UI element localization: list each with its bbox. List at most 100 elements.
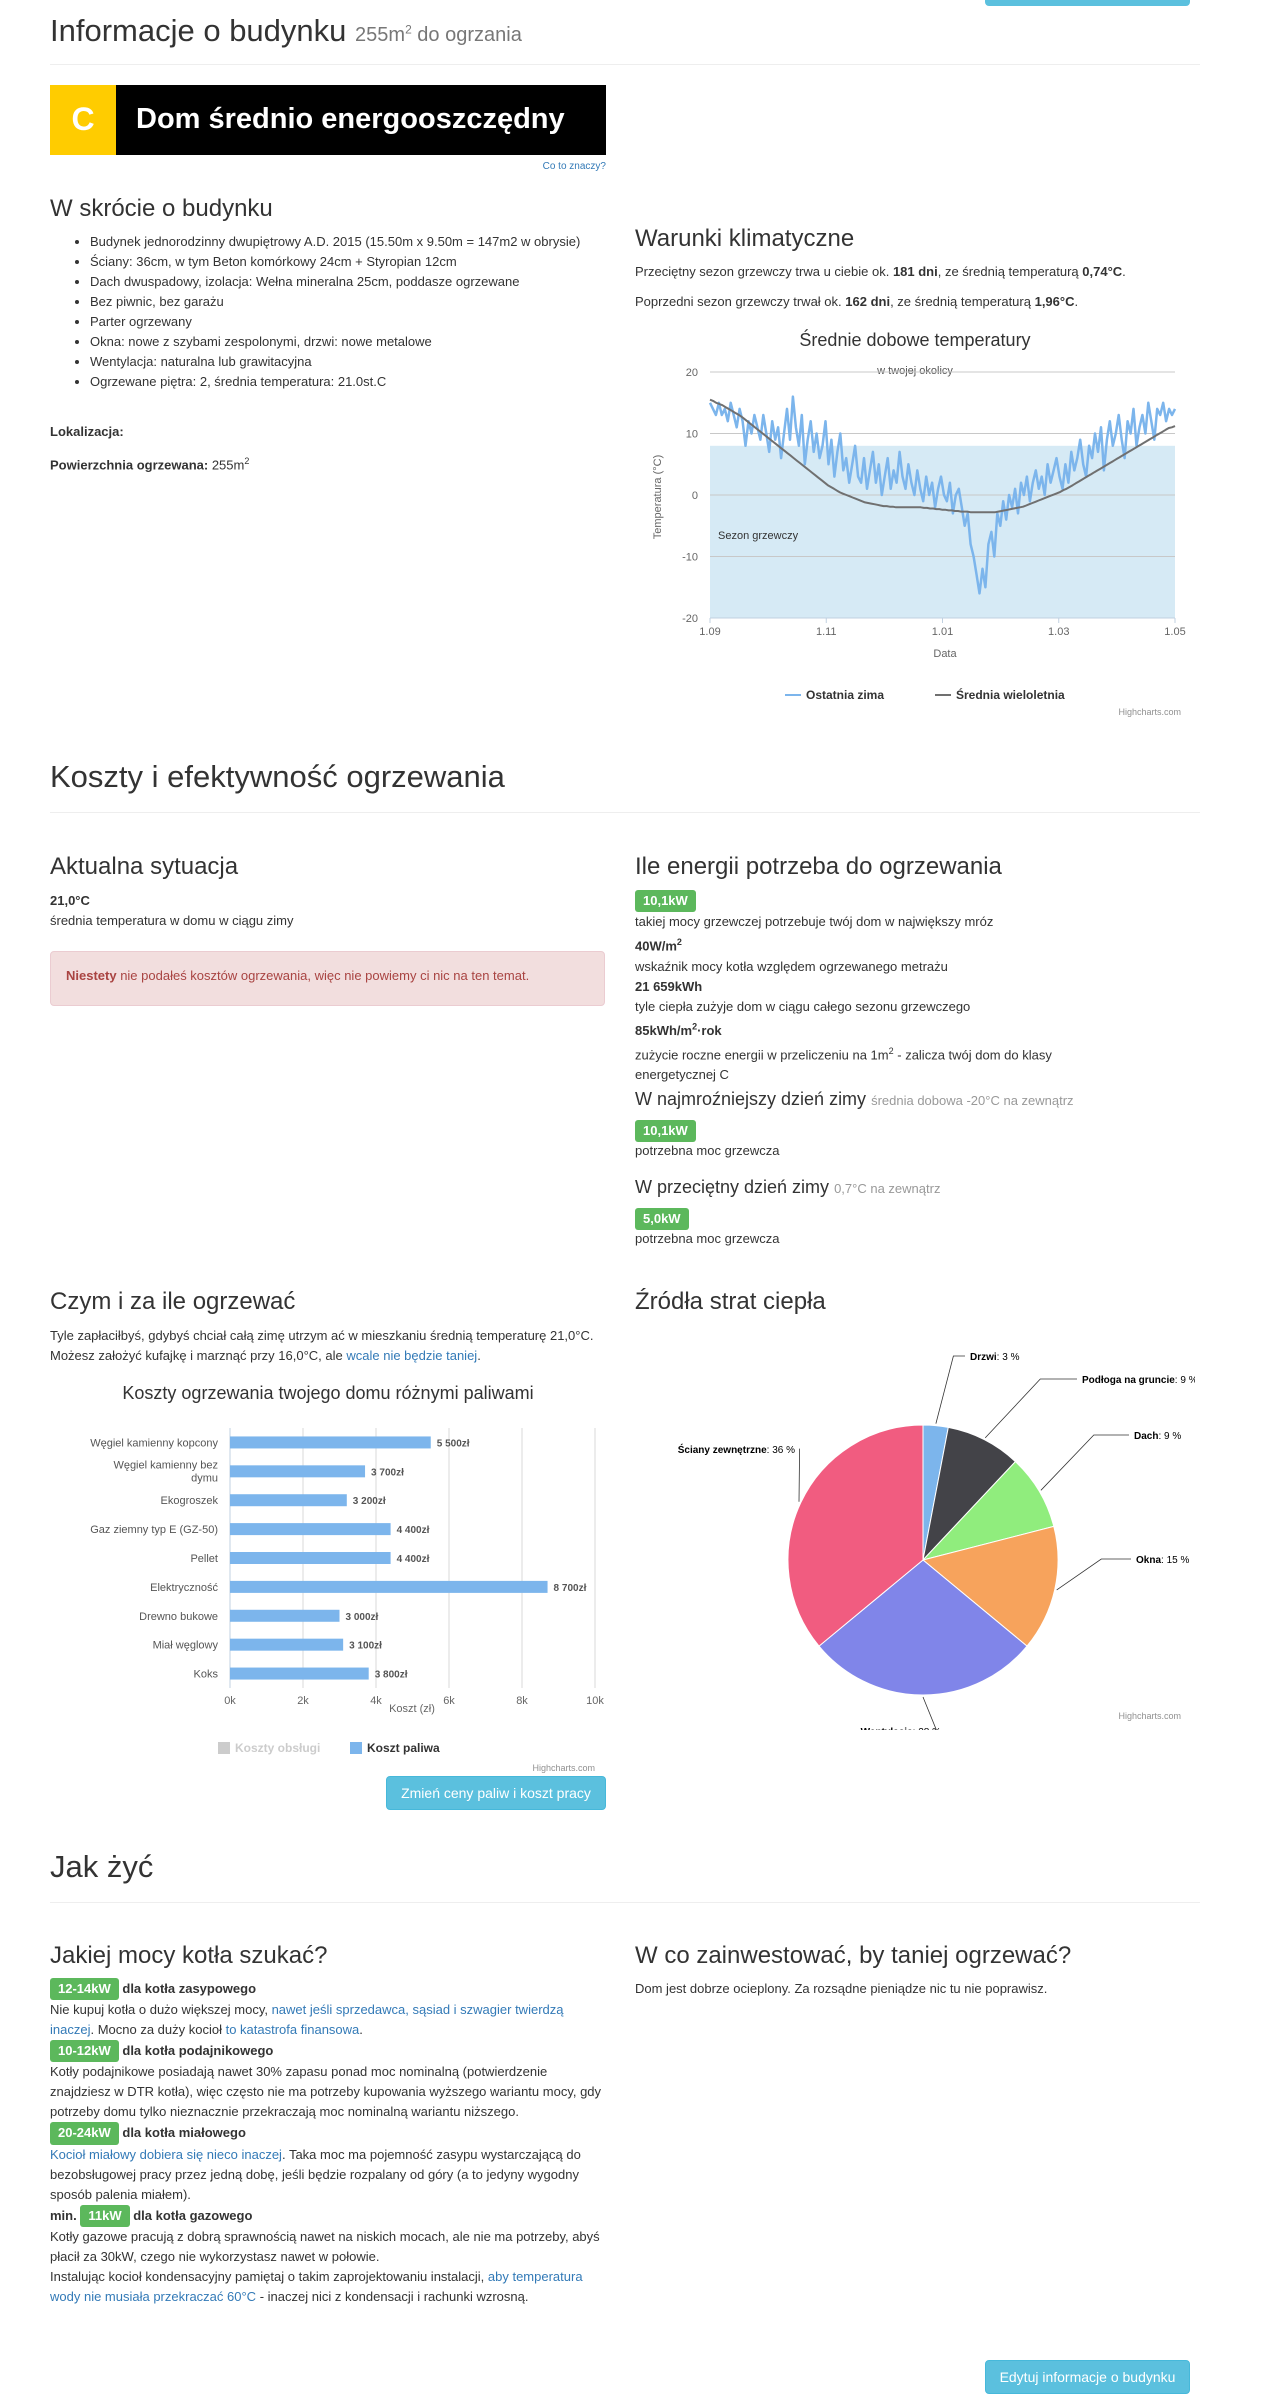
band-label: Sezon grzewczy [718,530,799,542]
average-day-badge: 5,0kW [635,1208,689,1231]
boiler-text: Instalując kocioł kondensacyjny pamiętaj… [50,2268,488,2284]
category-label: Pellet [190,1553,218,1565]
pie-slice [921,1525,1059,1647]
season-temp-prev: 1,96°C [1034,294,1075,309]
legend-marker [218,1742,230,1754]
boiler-text: Nie kupuj kotła o dużo większej mocy, [50,2002,272,2018]
power-ratio: 40W/m2 [635,932,1195,956]
category-label: Koks [194,1669,219,1681]
power-ratio-sup: 2 [676,937,682,948]
season-days-prev: 162 dni [845,294,891,309]
pie-label: Wentylacja: 28 % [861,1727,942,1730]
temperature-chart: Średnie dobowe temperatury w twojej okol… [652,329,1186,717]
data-label: 5 500zł [437,1438,470,1449]
fuel-cost-chart: Koszty ogrzewania twojego domu różnymi p… [90,1383,604,1773]
divider [50,812,1200,813]
water-temp-link[interactable]: aby temperatura wody nie musiała przekra… [50,2268,583,2304]
financial-disaster-link[interactable]: to katastrofa finansowa [225,2022,360,2038]
coldest-day-heading: W najmroźniejszy dzień zimy średnia dobo… [635,1089,1074,1110]
data-label: 4 400zł [397,1525,430,1536]
category-label: Miał węglowy [153,1640,219,1652]
chart-credits: Highcharts.com [1118,707,1181,717]
heated-area-val: 255m [211,457,245,473]
bar [230,1667,369,1680]
yearly-usage: 85kWh/m2·rok [635,1017,1195,1041]
category-label: Ekogroszek [161,1495,219,1507]
category-label: Elektryczność [150,1582,218,1594]
bar [230,1609,340,1622]
page-title-text: Informacje o budynku [50,13,347,48]
average-day-desc: potrzebna moc grzewcza [635,1231,780,1246]
power-ratio-desc: wskaźnik mocy kotła względem ogrzewanego… [635,958,948,974]
location-label: Lokalizacja: [50,424,124,439]
summary-item: Bez piwnic, bez garażu [90,292,595,312]
yearly-desc-text: zużycie roczne energii w przeliczeniu na… [635,1047,889,1063]
series-line-last-winter [708,395,1177,595]
category-label: Drewno bukowe [139,1611,218,1623]
energy-need-heading: Ile energii potrzeba do ogrzewania [635,853,1002,880]
x-axis-title: Data [933,648,957,660]
category-label: dymu [191,1472,218,1484]
season-days-avg: 181 dni [892,264,938,279]
boiler-feeder-badge: 10-12kW [50,2040,119,2063]
bar [230,1465,366,1478]
data-label: 4 400zł [397,1554,430,1565]
bar [230,1580,548,1593]
bar [230,1494,347,1507]
pie-label-value: : 3 % [997,1352,1020,1363]
pie-label: Ściany zewnętrzne: 36 % [678,1443,795,1456]
summary-item: Ogrzewane piętra: 2, średnia temperatura… [90,372,595,392]
heated-area-suffix: do ogrzania [411,24,522,46]
boiler-text: . Mocno za duży kocioł [90,2022,226,2038]
heating-season-band [710,445,1175,618]
top-button-stub[interactable] [985,0,1190,6]
boiler-charge-label: dla kotła zasypowego [122,1981,257,1996]
pie-label-name: Drzwi [970,1352,997,1363]
pie-label-value: : 15 % [1161,1555,1189,1566]
season-energy-desc: tyle ciepła zużyje dom w ciągu całego se… [635,998,971,1014]
summary-item: Wentylacja: naturalna lub grawitacyjna [90,352,595,372]
divider [50,1902,1200,1903]
y-tick-label: 20 [686,367,698,379]
climate-line-avg: Przeciętny sezon grzewczy trwa u ciebie … [635,262,1195,282]
chart-subtitle: w twojej okolicy [876,365,953,377]
x-tick-label: 1.09 [699,626,720,638]
fine-coal-link[interactable]: Kocioł miałowy dobiera się nieco inaczej [50,2146,282,2162]
pie-label: Okna: 15 % [1136,1555,1189,1566]
heated-area-value: 255m [355,24,406,46]
boiler-gas-label: dla kotła gazowego [133,2207,253,2223]
bar [230,1523,391,1536]
fuel-text-part: Tyle zapłaciłbyś, gdybyś chciał całą zim… [50,1328,594,1363]
pie-connector [984,1378,1077,1439]
pie-label: Dach: 9 % [1134,1431,1181,1442]
heated-area-sup: 2 [405,22,412,37]
power-ratio-value: 40W/m [635,938,677,954]
data-label: 3 800zł [375,1670,408,1681]
energy-class-help-link[interactable]: Co to znaczy? [542,161,606,172]
current-temp-value: 21,0°C [50,893,90,908]
boiler-gas-row: min. 11kW dla kotła gazowego [50,2204,605,2227]
losses-heading: Źródła strat ciepła [635,1288,826,1315]
costs-section-title: Koszty i efektywność ogrzewania [50,759,505,794]
series-line-long-term-average [709,398,1176,514]
climate-text: . [1074,294,1079,309]
legend-item: Ostatnia zima [806,688,884,702]
summary-list: Budynek jednorodzinny dwupiętrowy A.D. 2… [50,232,595,392]
pie-label-name: Ściany zewnętrzne [678,1443,767,1456]
pie-label-value: : 28 % [913,1727,941,1730]
not-cheaper-link[interactable]: wcale nie będzie taniej [346,1348,478,1363]
boiler-fine-coal-text: Kocioł miałowy dobiera się nieco inaczej… [50,2145,605,2205]
data-label: 3 100zł [349,1641,382,1652]
chart-credits: Highcharts.com [1118,1711,1181,1721]
edit-building-button[interactable]: Edytuj informacje o budynku [985,2360,1190,2394]
salesman-link[interactable]: nawet jeśli sprzedawca, sąsiad i szwagie… [50,2002,564,2038]
change-fuel-prices-button[interactable]: Zmień ceny paliw i koszt pracy [386,1776,606,1810]
peak-power-desc: takiej mocy grzewczej potrzebuje twój do… [635,914,994,930]
y-axis-title: Temperatura (°C) [652,455,664,539]
summary-item: Okna: nowe z szybami zespolonymi, drzwi:… [90,332,595,352]
pie-label-value: : 9 % [1175,1375,1195,1386]
category-label: Węgiel kamienny kopcony [90,1437,218,1449]
yearly-usage-sup: 2 [692,1021,698,1032]
season-energy: 21 659kWh [635,977,1195,997]
legend-item: Średnia wieloletnia [956,687,1065,702]
